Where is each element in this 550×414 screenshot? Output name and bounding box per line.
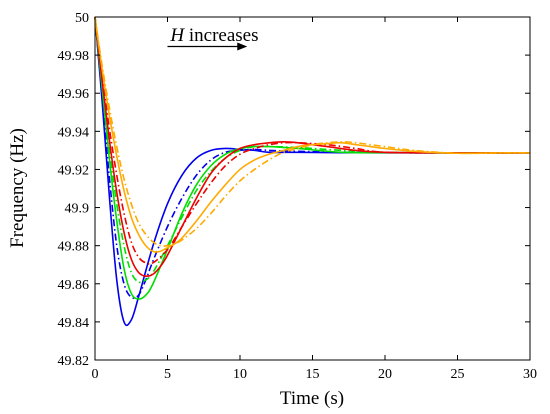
annotation-arrowhead xyxy=(237,42,248,51)
x-tick-label: 10 xyxy=(233,367,247,382)
annotation-h-increases: H increases xyxy=(167,25,259,51)
y-axis-title: Frequency (Hz) xyxy=(7,128,28,248)
y-tick-label: 50 xyxy=(75,11,89,26)
y-tick-label: 49.98 xyxy=(58,49,90,64)
y-tick-label: 49.9 xyxy=(65,202,90,217)
annotation-rest: increases xyxy=(184,25,258,46)
series-line-5 xyxy=(94,16,531,278)
series-line-6 xyxy=(94,16,531,265)
series-line-4 xyxy=(94,16,531,284)
y-tick-label: 49.84 xyxy=(58,316,90,331)
x-axis-title: Time (s) xyxy=(280,388,344,409)
y-tick-label: 49.88 xyxy=(58,240,90,255)
x-tick-label: 15 xyxy=(306,367,320,382)
x-tick-label: 0 xyxy=(92,367,99,382)
y-tick-label: 49.82 xyxy=(58,354,90,369)
y-tick-label: 49.86 xyxy=(58,278,90,293)
y-tick-label: 49.94 xyxy=(58,125,90,140)
series-line-2 xyxy=(94,16,531,299)
y-tick-label: 49.92 xyxy=(58,163,90,178)
axis-ticks: 0 5 10 15 20 25 30 49.82 49.84 49.86 49.88 49.9 49.9… xyxy=(58,11,538,382)
annotation-italic-h: H xyxy=(169,25,185,46)
annotation-text: H increases xyxy=(169,25,258,46)
series-line-3 xyxy=(94,16,531,300)
series-layer xyxy=(94,16,531,327)
y-tick-label: 49.96 xyxy=(58,87,90,102)
x-tick-label: 20 xyxy=(378,367,392,382)
x-tick-label: 25 xyxy=(451,367,465,382)
x-tick-label: 5 xyxy=(164,367,171,382)
series-line-8 xyxy=(94,16,531,247)
series-line-7 xyxy=(94,16,531,253)
x-tick-label: 30 xyxy=(523,367,537,382)
